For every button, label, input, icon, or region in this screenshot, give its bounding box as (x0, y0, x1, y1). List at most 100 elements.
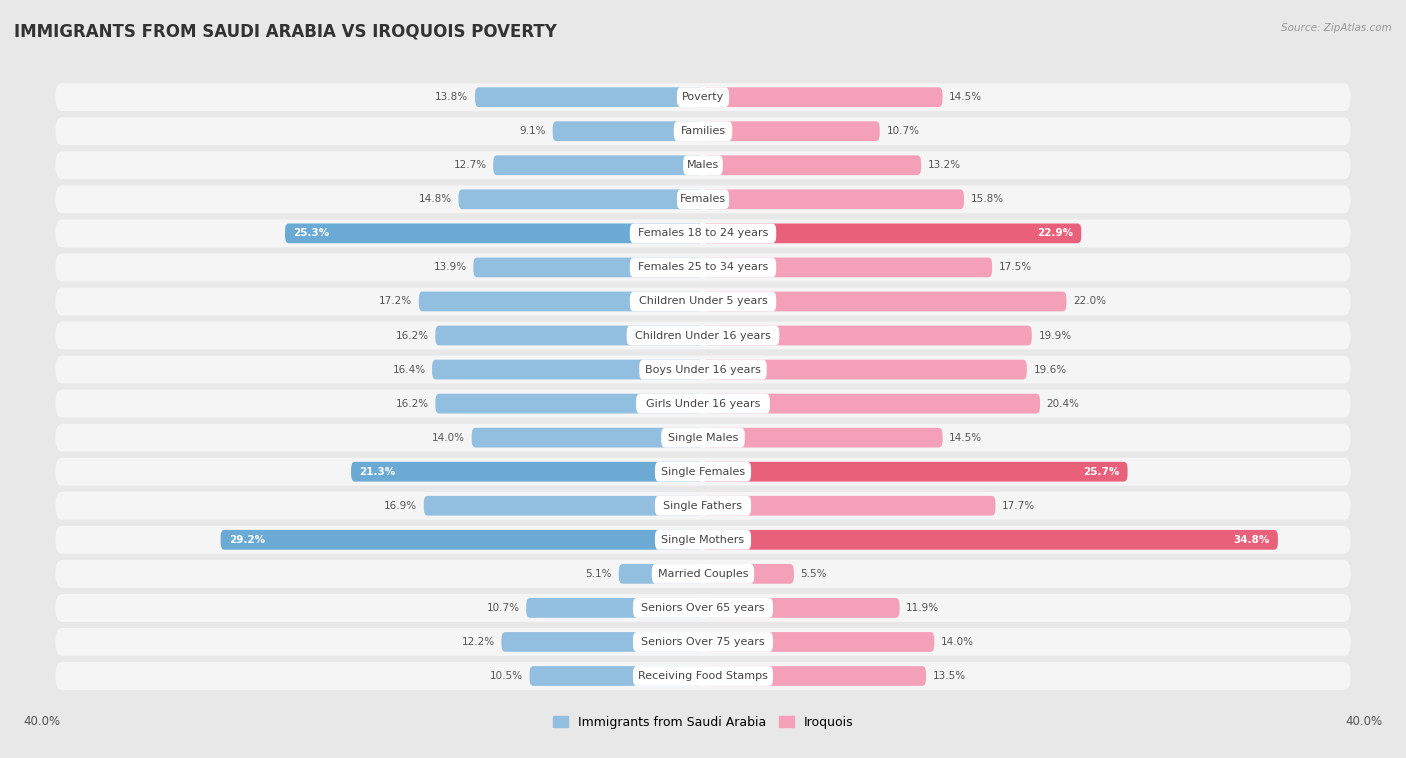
FancyBboxPatch shape (630, 224, 776, 243)
Text: 21.3%: 21.3% (360, 467, 395, 477)
FancyBboxPatch shape (55, 83, 1351, 111)
FancyBboxPatch shape (703, 393, 1040, 413)
Text: 11.9%: 11.9% (907, 603, 939, 613)
Text: 22.0%: 22.0% (1073, 296, 1107, 306)
FancyBboxPatch shape (655, 462, 751, 481)
FancyBboxPatch shape (55, 356, 1351, 384)
FancyBboxPatch shape (423, 496, 703, 515)
Text: Families: Families (681, 127, 725, 136)
Text: 5.1%: 5.1% (586, 568, 612, 579)
FancyBboxPatch shape (703, 190, 965, 209)
FancyBboxPatch shape (436, 326, 703, 346)
Text: 13.2%: 13.2% (928, 160, 960, 171)
FancyBboxPatch shape (55, 321, 1351, 349)
FancyBboxPatch shape (55, 117, 1351, 146)
Text: 16.2%: 16.2% (395, 399, 429, 409)
FancyBboxPatch shape (703, 155, 921, 175)
FancyBboxPatch shape (553, 121, 703, 141)
FancyBboxPatch shape (630, 258, 776, 277)
FancyBboxPatch shape (55, 492, 1351, 520)
Text: Seniors Over 65 years: Seniors Over 65 years (641, 603, 765, 613)
FancyBboxPatch shape (502, 632, 703, 652)
Text: Females 18 to 24 years: Females 18 to 24 years (638, 228, 768, 238)
Text: Source: ZipAtlas.com: Source: ZipAtlas.com (1281, 23, 1392, 33)
Text: 19.6%: 19.6% (1033, 365, 1067, 374)
FancyBboxPatch shape (703, 666, 927, 686)
FancyBboxPatch shape (526, 598, 703, 618)
Text: 10.7%: 10.7% (486, 603, 520, 613)
Text: 5.5%: 5.5% (800, 568, 827, 579)
FancyBboxPatch shape (640, 360, 766, 380)
Text: 14.5%: 14.5% (949, 92, 983, 102)
FancyBboxPatch shape (703, 292, 1066, 312)
Text: Single Males: Single Males (668, 433, 738, 443)
FancyBboxPatch shape (636, 393, 770, 413)
FancyBboxPatch shape (221, 530, 703, 550)
FancyBboxPatch shape (55, 219, 1351, 247)
Text: Males: Males (688, 160, 718, 171)
FancyBboxPatch shape (630, 292, 776, 312)
FancyBboxPatch shape (703, 326, 1032, 346)
FancyBboxPatch shape (458, 190, 703, 209)
FancyBboxPatch shape (55, 458, 1351, 486)
FancyBboxPatch shape (619, 564, 703, 584)
Text: Females: Females (681, 194, 725, 205)
FancyBboxPatch shape (652, 564, 754, 584)
Text: Married Couples: Married Couples (658, 568, 748, 579)
Text: Poverty: Poverty (682, 92, 724, 102)
FancyBboxPatch shape (676, 190, 730, 209)
Text: 14.5%: 14.5% (949, 433, 983, 443)
FancyBboxPatch shape (475, 87, 703, 107)
FancyBboxPatch shape (676, 87, 730, 107)
Text: 20.4%: 20.4% (1046, 399, 1080, 409)
FancyBboxPatch shape (55, 628, 1351, 656)
Text: 29.2%: 29.2% (229, 535, 264, 545)
Text: 17.7%: 17.7% (1002, 501, 1035, 511)
FancyBboxPatch shape (703, 258, 993, 277)
Text: 13.5%: 13.5% (932, 671, 966, 681)
FancyBboxPatch shape (633, 632, 773, 652)
FancyBboxPatch shape (703, 530, 1278, 550)
Text: 19.9%: 19.9% (1039, 330, 1071, 340)
Text: 17.2%: 17.2% (380, 296, 412, 306)
Text: 10.5%: 10.5% (489, 671, 523, 681)
Text: 22.9%: 22.9% (1038, 228, 1073, 238)
FancyBboxPatch shape (55, 390, 1351, 418)
FancyBboxPatch shape (474, 258, 703, 277)
Text: 14.8%: 14.8% (419, 194, 451, 205)
Text: 25.7%: 25.7% (1083, 467, 1119, 477)
FancyBboxPatch shape (436, 393, 703, 413)
Text: 16.4%: 16.4% (392, 365, 426, 374)
Text: 34.8%: 34.8% (1233, 535, 1270, 545)
FancyBboxPatch shape (633, 598, 773, 618)
FancyBboxPatch shape (703, 360, 1026, 380)
FancyBboxPatch shape (285, 224, 703, 243)
FancyBboxPatch shape (55, 253, 1351, 281)
FancyBboxPatch shape (494, 155, 703, 175)
Text: 15.8%: 15.8% (970, 194, 1004, 205)
FancyBboxPatch shape (55, 287, 1351, 315)
FancyBboxPatch shape (655, 496, 751, 515)
FancyBboxPatch shape (703, 224, 1081, 243)
Text: 10.7%: 10.7% (886, 127, 920, 136)
FancyBboxPatch shape (55, 560, 1351, 587)
FancyBboxPatch shape (703, 564, 794, 584)
Text: Boys Under 16 years: Boys Under 16 years (645, 365, 761, 374)
FancyBboxPatch shape (673, 121, 733, 141)
FancyBboxPatch shape (633, 666, 773, 686)
FancyBboxPatch shape (352, 462, 703, 481)
Text: Single Fathers: Single Fathers (664, 501, 742, 511)
FancyBboxPatch shape (703, 496, 995, 515)
Text: 17.5%: 17.5% (998, 262, 1032, 272)
Text: Children Under 16 years: Children Under 16 years (636, 330, 770, 340)
FancyBboxPatch shape (530, 666, 703, 686)
FancyBboxPatch shape (703, 462, 1128, 481)
FancyBboxPatch shape (55, 594, 1351, 622)
Text: Seniors Over 75 years: Seniors Over 75 years (641, 637, 765, 647)
Text: Females 25 to 34 years: Females 25 to 34 years (638, 262, 768, 272)
Text: Children Under 5 years: Children Under 5 years (638, 296, 768, 306)
Text: Single Mothers: Single Mothers (661, 535, 745, 545)
Text: Girls Under 16 years: Girls Under 16 years (645, 399, 761, 409)
FancyBboxPatch shape (55, 152, 1351, 179)
FancyBboxPatch shape (55, 526, 1351, 554)
